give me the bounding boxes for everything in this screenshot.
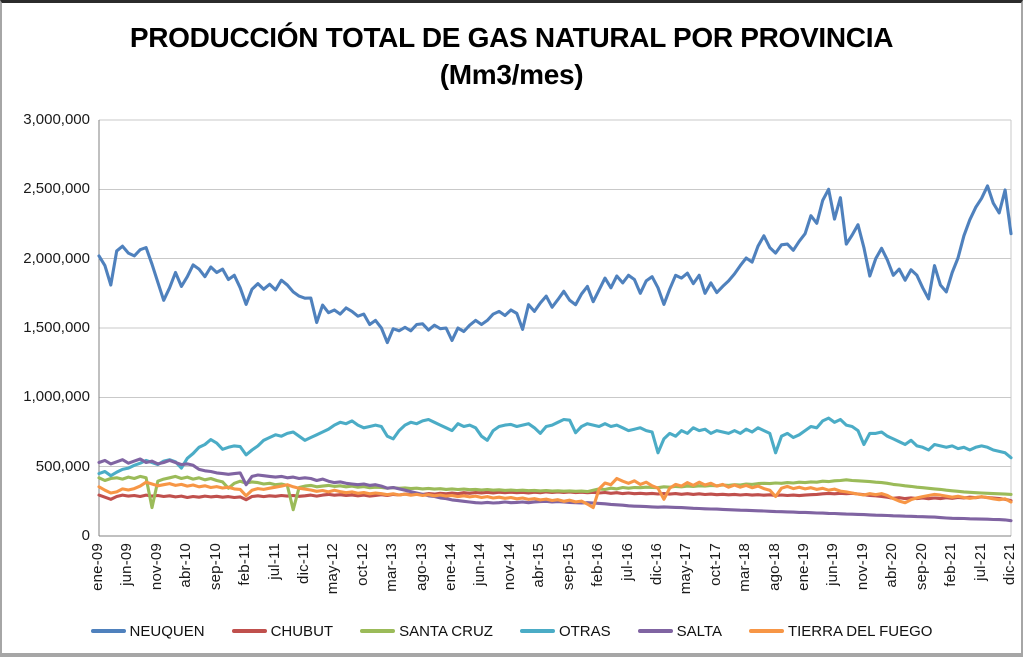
x-axis-label: nov-19 xyxy=(853,543,871,591)
legend-item-neuquen: NEUQUEN xyxy=(90,622,205,640)
x-axis-label: jul-16 xyxy=(618,543,636,581)
legend-label: OTRAS xyxy=(558,622,611,640)
x-axis-label: nov-09 xyxy=(147,543,165,591)
x-axis-label: mar-18 xyxy=(736,543,754,592)
x-axis-label: dic-21 xyxy=(1001,543,1018,586)
legend-line-swatch xyxy=(231,629,267,633)
x-axis-label: may-17 xyxy=(677,543,695,595)
chart-title: PRODUCCIÓN TOTAL DE GAS NATURAL POR PROV… xyxy=(2,19,1021,93)
x-axis-label: jun-14 xyxy=(471,543,489,586)
series-line-tierra-del-fuego xyxy=(97,476,1013,510)
legend-line-swatch xyxy=(90,629,126,633)
x-axis-label: ago-18 xyxy=(765,543,783,591)
x-axis-label: abr-15 xyxy=(530,543,548,588)
legend-line-swatch xyxy=(519,629,555,633)
legend-label: SANTA CRUZ xyxy=(399,622,493,640)
y-axis-label: 500,000 xyxy=(35,457,90,475)
chart-title-line1: PRODUCCIÓN TOTAL DE GAS NATURAL POR PROV… xyxy=(129,22,894,53)
legend: NEUQUEN CHUBUT SANTA CRUZ OTRAS SALTA TIERRA … xyxy=(2,616,1021,646)
x-axis-label: feb-16 xyxy=(589,543,607,587)
x-axis-label: jul-21 xyxy=(971,543,989,581)
x-axis-label: dic-11 xyxy=(294,543,312,584)
y-axis-label: 2,500,000 xyxy=(23,180,90,198)
x-axis-label: dic-16 xyxy=(647,543,665,586)
x-axis-label: abr-10 xyxy=(177,543,195,588)
legend-item-chubut: CHUBUT xyxy=(231,622,334,640)
series-line-otras xyxy=(97,416,1013,478)
plot-area xyxy=(97,119,1013,537)
x-axis-label: ene-09 xyxy=(89,543,106,591)
y-axis-label: 2,000,000 xyxy=(23,249,90,267)
y-axis-label: 1,000,000 xyxy=(23,388,90,406)
x-axis-label: oct-17 xyxy=(706,543,724,586)
x-axis-label: mar-13 xyxy=(383,543,401,592)
x-axis-label: ago-13 xyxy=(412,543,430,591)
legend-item-otras: OTRAS xyxy=(519,622,611,640)
legend-item-tierra-del-fuego: TIERRA DEL FUEGO xyxy=(748,622,933,640)
x-axis-label: jun-09 xyxy=(118,543,136,586)
x-axis-label: ene-19 xyxy=(795,543,813,591)
x-axis-label: sep-10 xyxy=(206,543,224,591)
x-axis-label: abr-20 xyxy=(883,543,901,588)
series-line-neuquen xyxy=(97,184,1013,345)
legend-item-salta: SALTA xyxy=(637,622,722,640)
x-axis-label: feb-21 xyxy=(942,543,960,587)
chart-title-line2: (Mm3/mes) xyxy=(439,59,584,90)
x-axis-label: sep-20 xyxy=(912,543,930,591)
x-axis-label: oct-12 xyxy=(353,543,371,586)
x-axis-label: nov-14 xyxy=(500,543,518,591)
x-axis-label: jun-19 xyxy=(824,543,842,586)
legend-label: TIERRA DEL FUEGO xyxy=(787,622,933,640)
y-axis-label: 1,500,000 xyxy=(23,319,90,336)
x-axis-label: jul-11 xyxy=(265,543,283,580)
legend-label: SALTA xyxy=(676,622,722,640)
y-axis-label: 3,000,000 xyxy=(23,111,90,128)
legend-line-swatch xyxy=(360,629,396,633)
legend-label: NEUQUEN xyxy=(129,622,205,640)
x-axis-label: feb-11 xyxy=(236,543,254,586)
x-axis-label: sep-15 xyxy=(559,543,577,591)
legend-line-swatch xyxy=(748,629,784,633)
legend-label: CHUBUT xyxy=(270,622,334,640)
legend-item-santa-cruz: SANTA CRUZ xyxy=(360,623,493,640)
legend-line-swatch xyxy=(637,629,673,633)
series-line-santa-cruz xyxy=(97,474,1013,512)
y-axis-label: 0 xyxy=(81,527,90,544)
series-line-salta xyxy=(97,457,1013,523)
x-axis-label: ene-14 xyxy=(442,543,460,591)
x-axis-label: may-12 xyxy=(324,543,342,595)
